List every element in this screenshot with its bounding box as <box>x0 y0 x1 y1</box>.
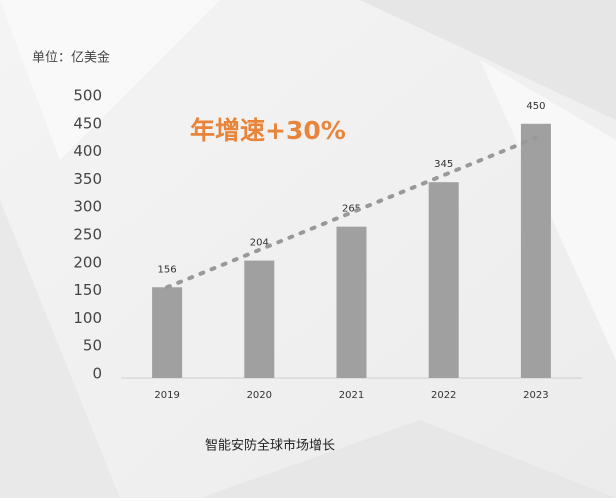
x-tick-label: 2023 <box>523 390 548 401</box>
y-tick-label: 250 <box>73 226 102 244</box>
y-tick-label: 150 <box>73 281 102 299</box>
bar <box>336 226 367 378</box>
x-tick-label: 2019 <box>154 390 179 401</box>
value-label: 204 <box>250 238 269 249</box>
y-tick-label: 100 <box>73 309 102 327</box>
y-tick-label: 500 <box>73 87 102 105</box>
y-tick-label: 350 <box>73 170 102 188</box>
bar <box>428 182 459 378</box>
x-tick-label: 2022 <box>431 390 456 401</box>
caption: 智能安防全球市场增长 <box>205 438 335 454</box>
y-tick-label: 200 <box>73 253 102 271</box>
x-tick-label: 2020 <box>247 390 272 401</box>
bar <box>520 123 551 378</box>
x-tick-label: 2021 <box>339 390 364 401</box>
bg-shape <box>360 0 616 120</box>
value-label: 156 <box>158 264 177 275</box>
value-label: 450 <box>526 101 545 112</box>
unit-label: 单位：亿美金 <box>32 50 110 66</box>
y-tick-label: 300 <box>73 198 102 216</box>
y-tick-label: 50 <box>83 337 102 355</box>
value-label: 265 <box>342 204 361 215</box>
y-tick-label: 0 <box>92 365 102 383</box>
bg-shape <box>0 200 120 498</box>
value-label: 345 <box>434 159 453 170</box>
bg-shape <box>0 0 220 160</box>
bar <box>244 260 275 378</box>
annotation: 年增速+30% <box>190 116 346 145</box>
y-tick-label: 400 <box>73 142 102 160</box>
bar <box>152 287 183 378</box>
bg-shape <box>200 420 616 498</box>
y-tick-label: 450 <box>73 114 102 132</box>
